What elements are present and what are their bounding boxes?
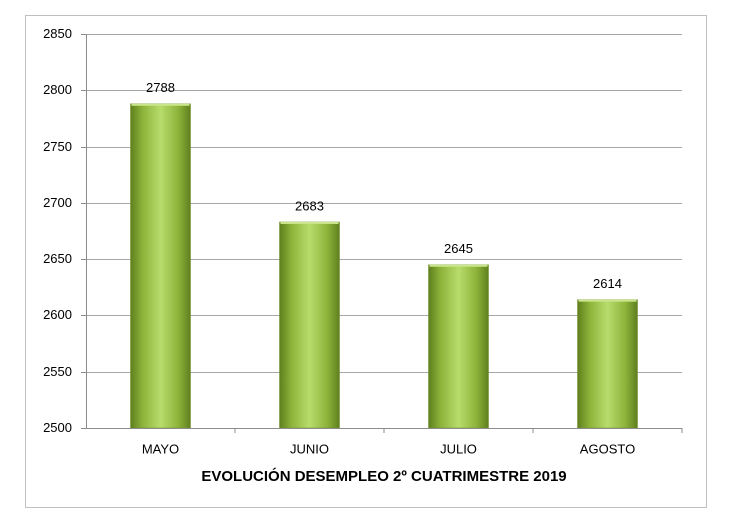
y-tick-label: 2600 (43, 307, 72, 322)
y-tick-label: 2750 (43, 139, 72, 154)
y-tick-label: 2650 (43, 251, 72, 266)
y-tick-label: 2500 (43, 420, 72, 435)
x-tick-label: JUNIO (290, 441, 329, 456)
x-tick-label: JULIO (440, 441, 477, 456)
data-label: 2788 (146, 80, 175, 95)
bar (428, 264, 489, 429)
x-tick-label: MAYO (142, 441, 179, 456)
bar-top (578, 299, 637, 302)
bar-top (131, 103, 190, 106)
data-label: 2683 (295, 198, 324, 213)
bar-top (429, 264, 488, 267)
bar (577, 299, 638, 429)
y-tick-label: 2850 (43, 26, 72, 41)
bar (130, 103, 191, 429)
bar (279, 221, 340, 429)
data-label: 2614 (593, 276, 622, 291)
chart-frame (25, 15, 707, 508)
bar-top (280, 221, 339, 224)
y-tick-label: 2550 (43, 364, 72, 379)
y-tick-label: 2800 (43, 82, 72, 97)
x-tick-label: AGOSTO (580, 441, 635, 456)
y-tick-label: 2700 (43, 195, 72, 210)
data-label: 2645 (444, 241, 473, 256)
x-axis-title: EVOLUCIÓN DESEMPLEO 2º CUATRIMESTRE 2019 (201, 467, 566, 485)
